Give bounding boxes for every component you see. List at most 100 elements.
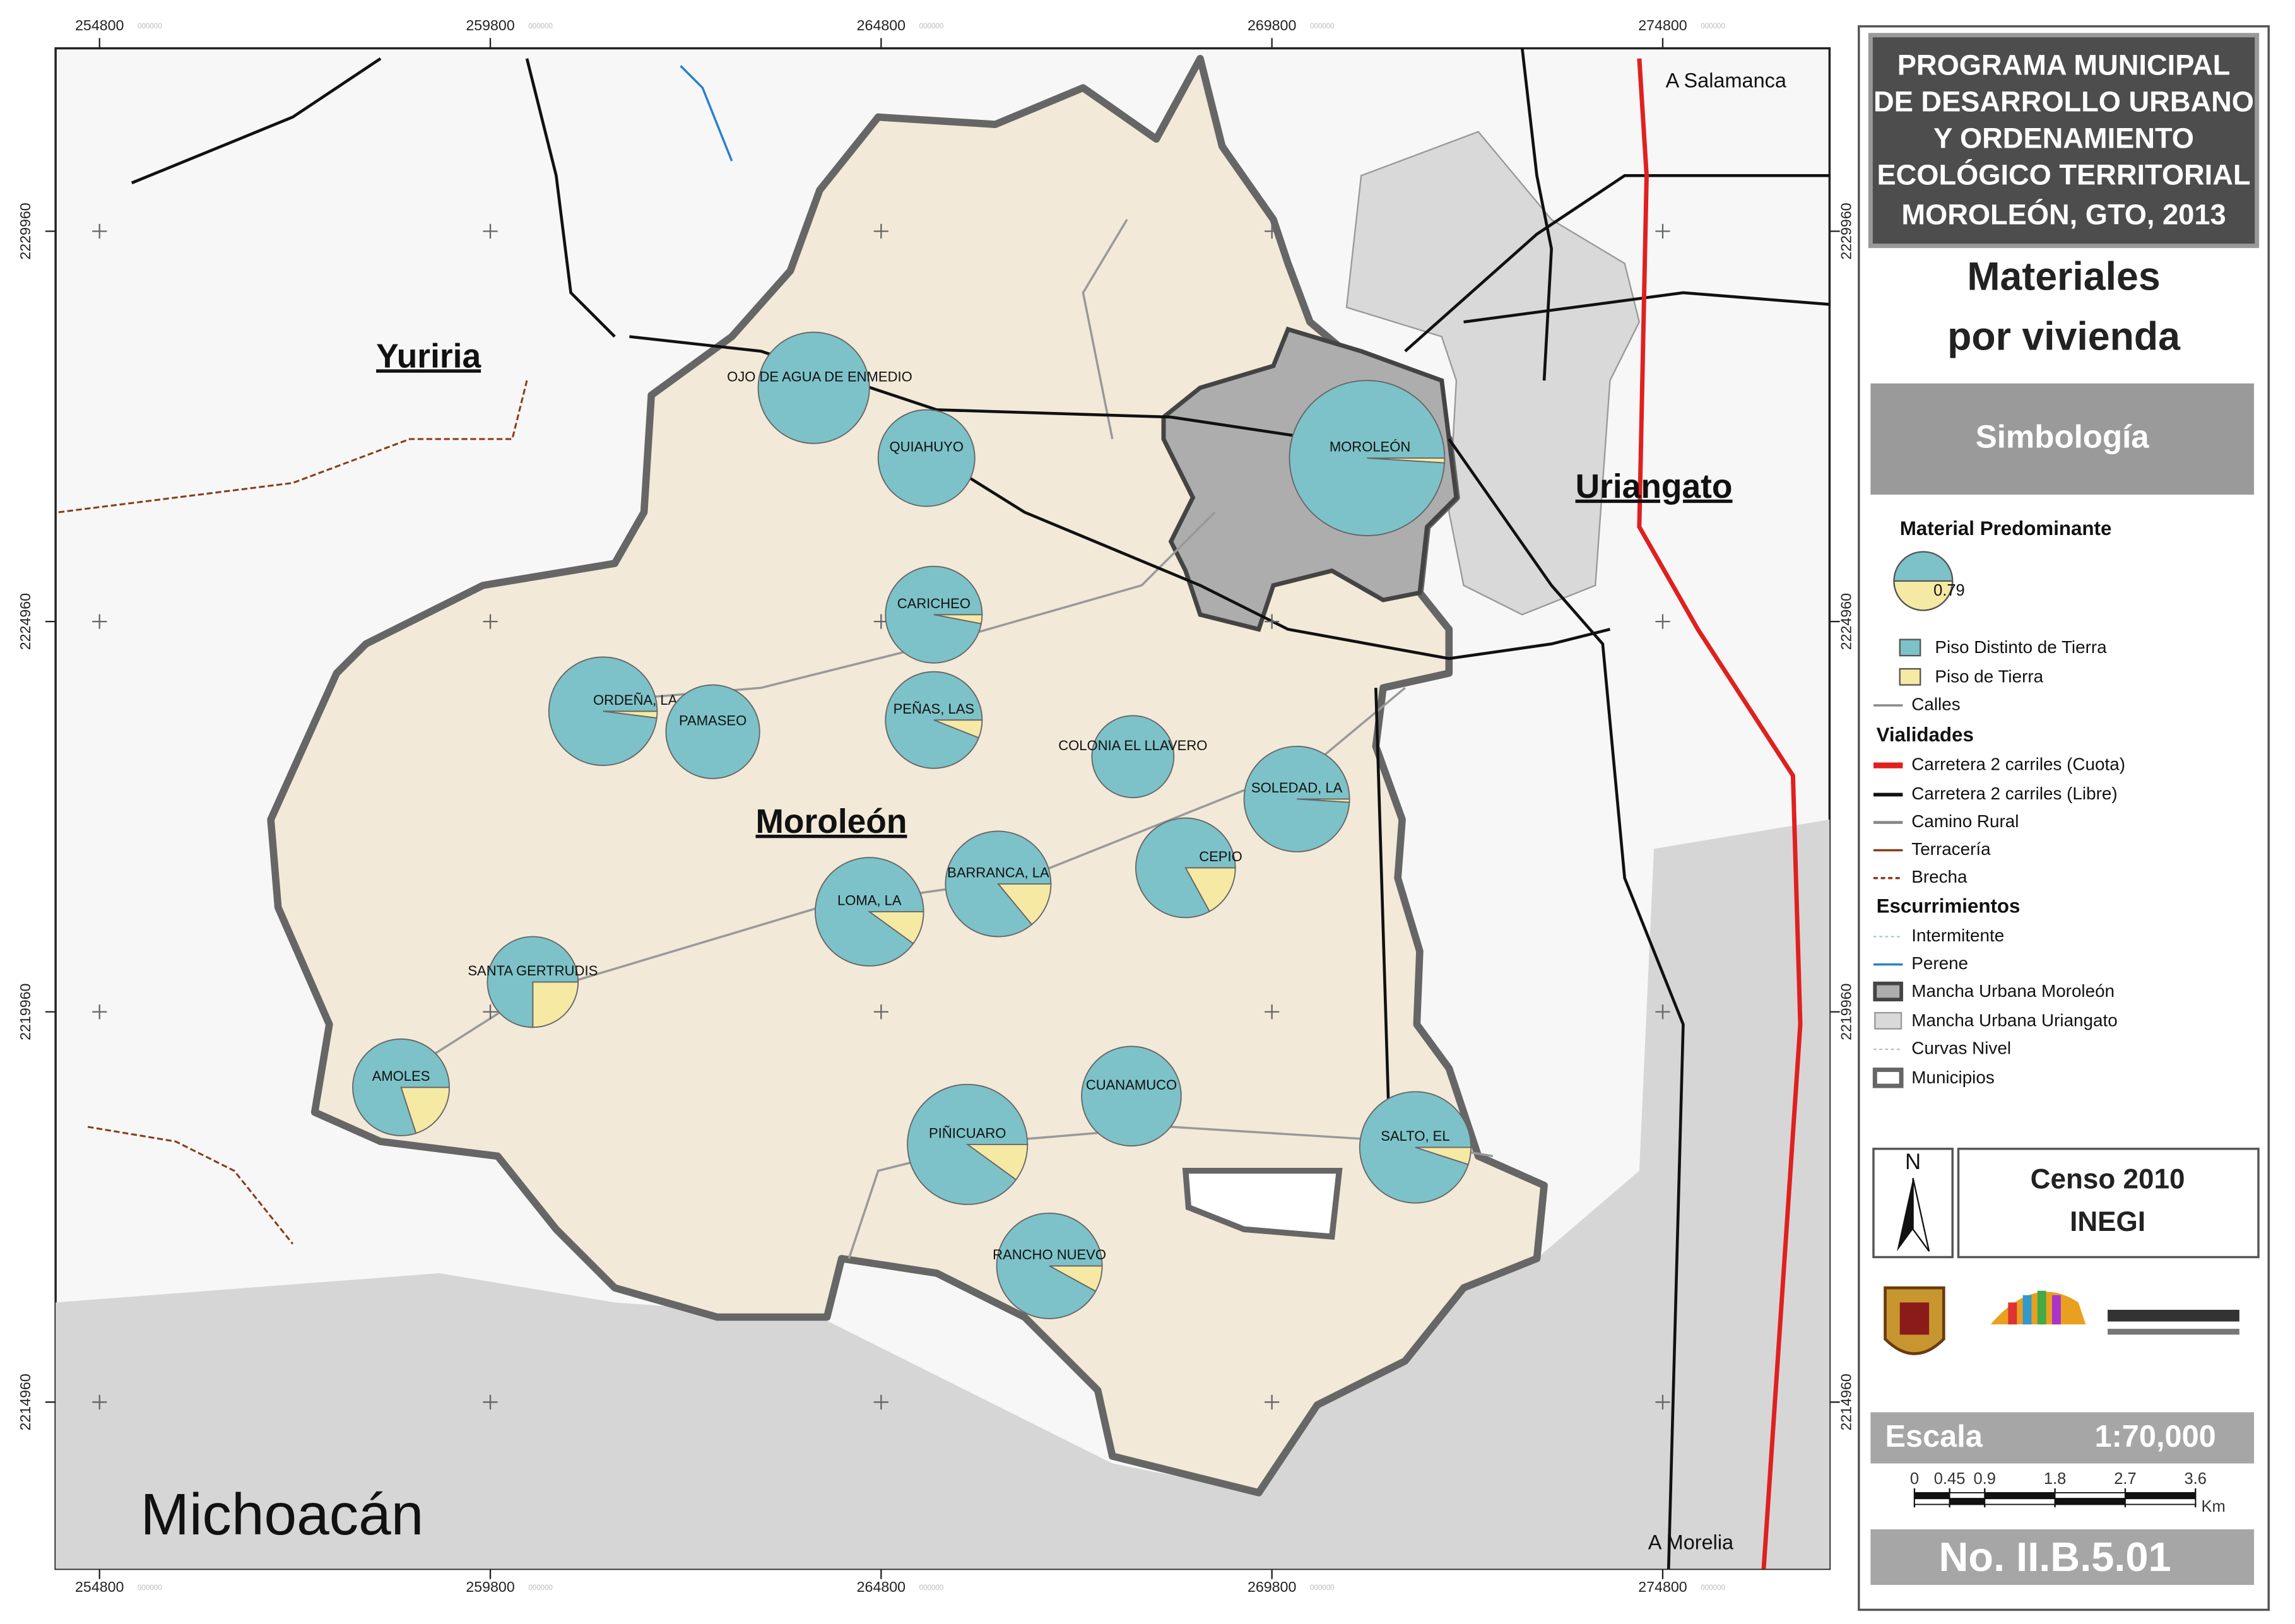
legend-item: Mancha Urbana Moroleón [1911,981,2115,1001]
grid-cross [1265,223,1280,239]
y-tick-label: 2224960 [17,593,33,650]
legend-heading: Material Predominante [1900,517,2112,539]
title-box [1868,33,2260,249]
grid-cross [483,223,498,239]
logo-bar [2008,1302,2017,1325]
scale-tick-label: 0.9 [1974,1470,1996,1488]
scale-ratio: 1:70,000 [2095,1420,2216,1454]
subtitle: por vivienda [1947,315,2181,359]
logo-bar [2051,1295,2061,1325]
locality-label: COLONIA EL LLAVERO [1058,738,1207,753]
logo-bar [2037,1290,2046,1325]
pie-slice [996,1213,1103,1319]
pie-slice [877,409,976,507]
grid-cross [1655,614,1670,629]
road-label: A Salamanca [1666,69,1787,91]
pie-slice [665,684,760,779]
legend-swatch [1872,1068,1904,1088]
y-tick-label: 2224960 [1838,593,1854,650]
scale-segment [1949,1498,1986,1505]
y-tick-label: 2219960 [17,984,33,1040]
locality-label: ORDEÑA, LA [593,692,678,708]
scale-tick-label: 2.7 [2114,1470,2136,1488]
tick-suffix: 000000 [919,1584,944,1592]
pie-slice [1184,867,1236,912]
scale-tick-label: 1.8 [2044,1470,2066,1488]
y-tick-label: 2214960 [17,1374,33,1430]
legend-item: Terracería [1911,839,1991,859]
pie-slice [945,830,1052,938]
legend-swatch [1874,1011,1903,1030]
dirt-road [58,380,528,514]
x-tick-label: 269800 [1248,1579,1296,1595]
x-tick-label: 274800 [1638,17,1687,33]
tick-suffix: 000000 [528,23,553,30]
road-label: A Morelia [1648,1531,1734,1554]
locality-label: OJO DE AGUA DE ENMEDIO [727,368,912,384]
pie-slice [757,331,870,444]
legend-item: Intermitente [1911,926,2004,945]
free-road [1463,291,1830,324]
x-tick-label: 269800 [1248,17,1296,33]
tick-suffix: 000000 [138,23,162,30]
scale-unit: Km [2202,1498,2226,1515]
legend-sample-slice [1893,580,1954,611]
free-road [629,335,1318,441]
logo-detail [1899,1302,1930,1335]
free-road [131,57,382,185]
free-road [1448,438,1685,1569]
pie-slice [532,981,579,1028]
scale-segment [2125,1492,2197,1500]
north-arrow [1897,1178,1913,1252]
locality-label: PAMASEO [679,712,746,728]
scale-segment [1913,1498,1950,1505]
locality-label: SANTA GERTRUDIS [468,963,598,979]
pie-slice [907,1083,1029,1205]
logos [1884,1286,2239,1355]
place-label: Michoacán [141,1481,424,1547]
logo-bar [2022,1295,2032,1325]
title-line: PROGRAMA MUNICIPAL [1897,49,2231,81]
legend-item: Mancha Urbana Uriangato [1911,1010,2117,1030]
y-tick-label: 2229960 [1838,203,1854,259]
scale-tick-label: 0.45 [1934,1470,1966,1488]
tick-suffix: 000000 [138,1584,162,1592]
pie-slice [352,1039,451,1136]
coordinate-ticks: 254800 000000 254800 000000 259800 000000 2598… [17,17,1854,1595]
locality-label: AMOLES [372,1068,430,1084]
legend-item: Calles [1911,694,1960,714]
toll-highway [1637,58,1803,1569]
legend-sample-label: 0.79 [1933,582,1965,599]
dirt-road [87,1126,294,1245]
pie-slice [1289,380,1446,536]
legend-item: Piso de Tierra [1935,666,2043,686]
free-roads [131,48,1830,1569]
legend-item: Carretera 2 carriles (Cuota) [1911,754,2125,774]
pie-slice [885,671,983,769]
grid-cross [92,1394,107,1409]
pie-slice [487,936,579,1028]
pie-slice [400,1086,451,1134]
tick-suffix: 000000 [919,23,944,30]
pie-slice [885,565,983,664]
legend-swatch [1899,638,1921,657]
grid-cross [1265,1004,1280,1020]
source-line: Censo 2010 [2031,1164,2185,1195]
rural-road [1082,219,1128,440]
grid-cross [92,1004,107,1020]
legend-item: Camino Rural [1911,811,2019,831]
logo-implan [2108,1329,2239,1335]
free-road [525,58,616,338]
title-line: MOROLEÓN, GTO, 2013 [1901,198,2226,230]
x-tick-label: 264800 [857,1579,906,1595]
scale-segment [2125,1498,2197,1505]
plate-box [1870,1529,2255,1586]
pie-slice [548,656,658,767]
pie-slice [996,883,1052,926]
legend-item: Piso Distinto de Tierra [1935,637,2107,657]
legend-item: Perene [1911,953,1968,973]
plate-number: No. II.B.5.01 [1939,1534,2171,1580]
locality-label: CEPIO [1199,849,1242,864]
grid-cross [92,223,107,239]
